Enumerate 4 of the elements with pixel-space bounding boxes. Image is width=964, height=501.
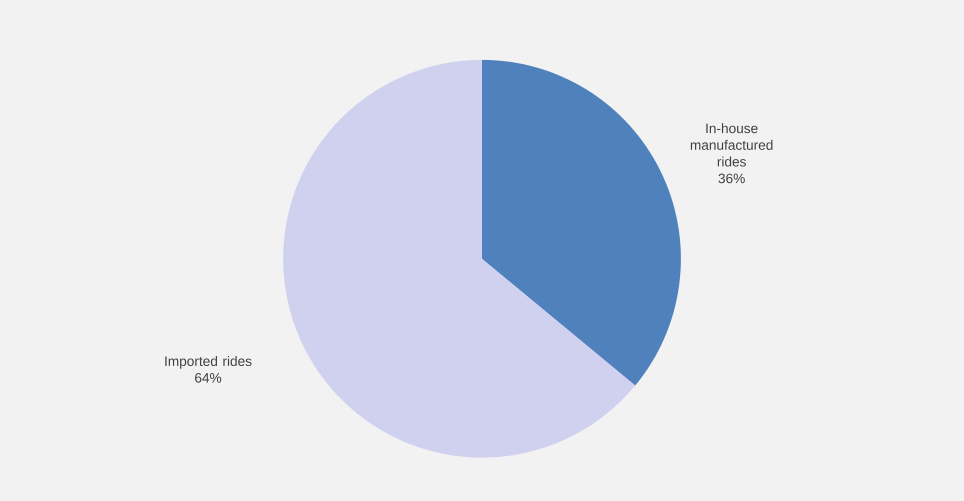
data-label: 36% bbox=[718, 173, 745, 184]
slice-label: Imported rides bbox=[165, 356, 252, 369]
slice-label: In-house manufactured rides bbox=[690, 123, 772, 166]
data-label: 64% bbox=[195, 372, 222, 383]
